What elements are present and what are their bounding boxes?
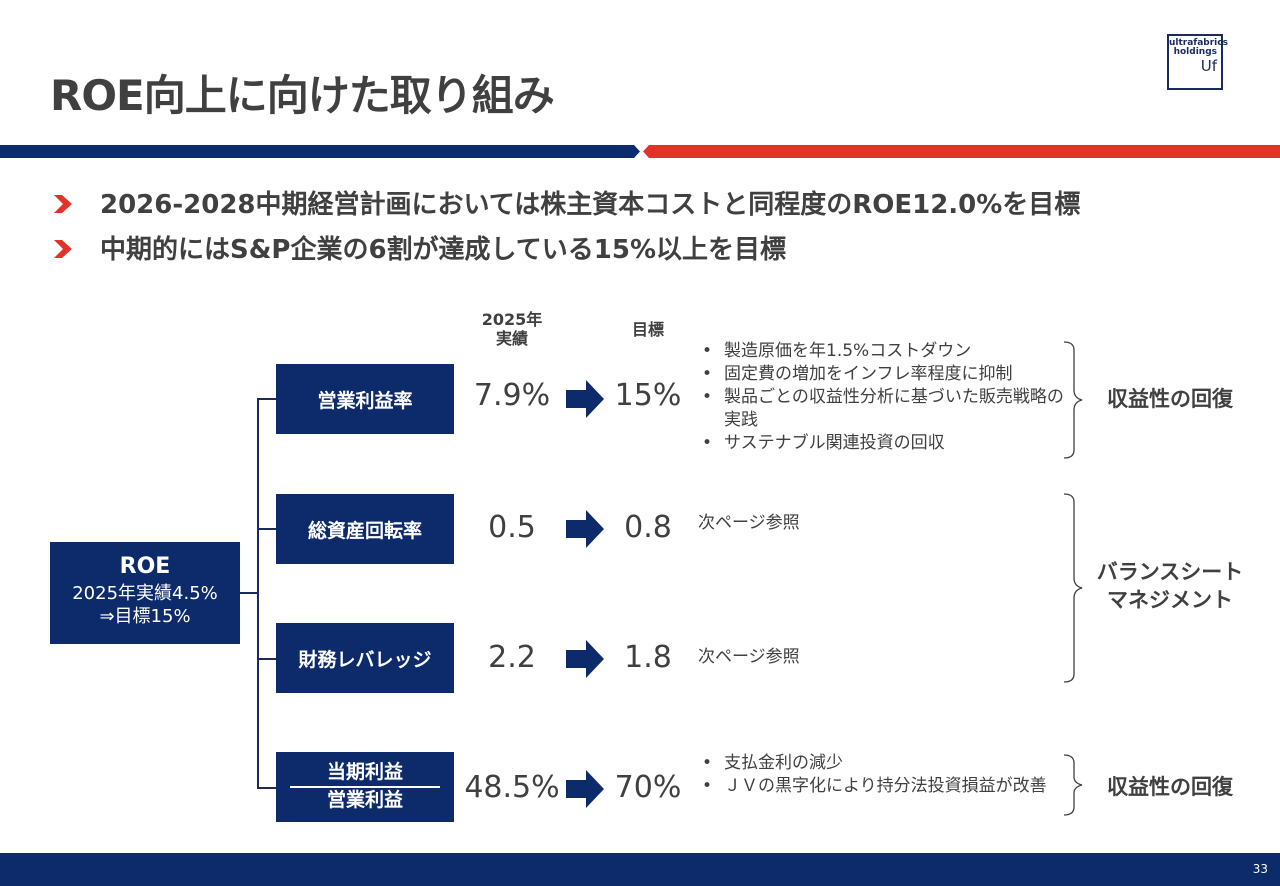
- tree-branch: [257, 528, 276, 530]
- page-number: 33: [1252, 862, 1268, 876]
- column-header-target: 目標: [631, 320, 664, 339]
- divider-blue: [0, 145, 640, 158]
- metric-box-financial-leverage: 財務レバレッジ: [276, 623, 454, 693]
- bullet-2: 中期的にはS&P企業の6割が達成している15%以上を目標: [52, 229, 786, 266]
- metric-target: 70%: [614, 770, 682, 805]
- tree-branch: [257, 658, 276, 660]
- asset-turnover-note: 次ページ参照: [698, 513, 800, 533]
- company-logo: ultrafabrics holdings Uf: [1167, 34, 1228, 90]
- result-profitability-recovery: 収益性の回復: [1107, 387, 1233, 411]
- chevron-bullet-icon: [52, 192, 74, 214]
- logo-mark: Uf: [1200, 56, 1217, 75]
- logo-line-1: ultrafabrics: [1169, 38, 1228, 48]
- brace-icon: [1063, 493, 1083, 683]
- metric-box-operating-margin: 営業利益率: [276, 364, 454, 434]
- metric-actual: 7.9%: [473, 378, 551, 413]
- tree-branch: [257, 787, 276, 789]
- tree-branch: [257, 398, 276, 400]
- metric-box-asset-turnover: 総資産回転率: [276, 494, 454, 564]
- metric-actual: 2.2: [488, 640, 536, 675]
- divider-red: [643, 145, 1280, 158]
- roe-target: ⇒目標15%: [99, 605, 191, 627]
- arrow-right-icon: [566, 380, 604, 418]
- metric-box-net-to-operating-profit: 当期利益 営業利益: [276, 752, 454, 822]
- arrow-right-icon: [566, 640, 604, 678]
- tree-trunk: [257, 398, 259, 788]
- list-item: 固定費の増加をインフレ率程度に抑制: [698, 363, 1068, 386]
- arrow-right-icon: [566, 770, 604, 808]
- list-item: サステナブル関連投資の回収: [698, 432, 1068, 455]
- metric-actual: 48.5%: [464, 770, 560, 805]
- fraction-bar: [290, 786, 440, 788]
- metric-target: 1.8: [624, 640, 672, 675]
- brace-icon: [1063, 754, 1083, 816]
- list-item: ＪＶの黒字化により持分法投資損益が改善: [698, 775, 1064, 798]
- page-title: ROE向上に向けた取り組み: [50, 71, 555, 120]
- chevron-bullet-icon: [52, 237, 74, 259]
- roe-title: ROE: [119, 554, 171, 579]
- footer-bar: [0, 853, 1280, 886]
- result-balance-sheet-management: バランスシート マネジメント: [1096, 560, 1244, 613]
- arrow-right-icon: [566, 510, 604, 548]
- roe-actual: 2025年実績4.5%: [72, 582, 218, 604]
- list-item: 製造原価を年1.5%コストダウン: [698, 340, 1068, 363]
- leverage-note: 次ページ参照: [698, 647, 800, 667]
- tree-connector: [240, 592, 258, 594]
- fraction-numerator: 当期利益: [326, 761, 403, 784]
- operating-margin-measures: 製造原価を年1.5%コストダウン 固定費の増加をインフレ率程度に抑制 製品ごとの…: [698, 340, 1068, 455]
- result-profitability-recovery: 収益性の回復: [1107, 775, 1233, 799]
- bullet-1: 2026-2028中期経営計画においては株主資本コストと同程度のROE12.0%…: [52, 184, 1080, 221]
- profit-measures: 支払金利の減少 ＪＶの黒字化により持分法投資損益が改善: [698, 752, 1068, 798]
- bullet-2-text: 中期的にはS&P企業の6割が達成している15%以上を目標: [100, 235, 786, 265]
- list-item: 製品ごとの収益性分析に基づいた販売戦略の実践: [698, 386, 1064, 432]
- logo-line-2: holdings: [1173, 47, 1217, 58]
- brace-icon: [1063, 341, 1083, 459]
- list-item: 支払金利の減少: [698, 752, 1068, 775]
- metric-target: 0.8: [624, 510, 672, 545]
- bullet-1-text: 2026-2028中期経営計画においては株主資本コストと同程度のROE12.0%…: [100, 190, 1081, 220]
- fraction-denominator: 営業利益: [326, 789, 403, 811]
- roe-box: ROE 2025年実績4.5% ⇒目標15%: [50, 542, 240, 644]
- metric-actual: 0.5: [488, 510, 536, 545]
- metric-target: 15%: [614, 378, 682, 413]
- column-header-actual: 2025年 実績: [481, 310, 543, 349]
